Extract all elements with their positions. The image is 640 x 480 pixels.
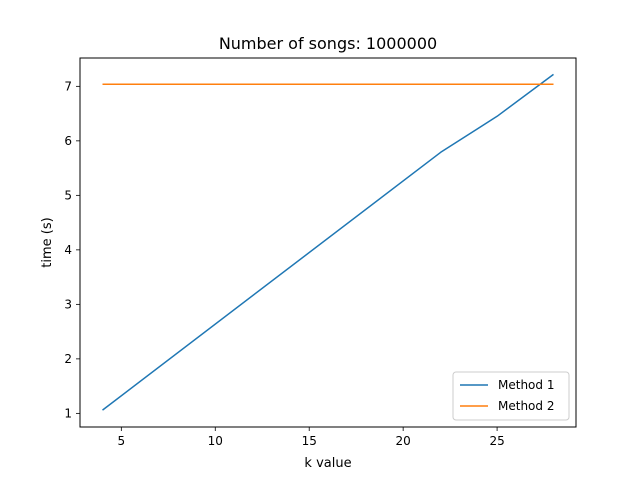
chart-title: Number of songs: 1000000 bbox=[219, 34, 437, 53]
x-tick-label: 5 bbox=[118, 434, 126, 448]
y-tick-label: 1 bbox=[64, 406, 72, 420]
series-layer bbox=[102, 73, 554, 411]
y-tick-label: 7 bbox=[64, 79, 72, 93]
y-tick-label: 5 bbox=[64, 188, 72, 202]
x-tick-label: 15 bbox=[302, 434, 317, 448]
y-tick-label: 6 bbox=[64, 134, 72, 148]
x-tick-label: 10 bbox=[208, 434, 223, 448]
y-axis: 1 2 3 4 5 6 7 bbox=[64, 79, 80, 420]
series-line-1 bbox=[102, 73, 554, 411]
y-tick-label: 3 bbox=[64, 297, 72, 311]
legend-label-2: Method 2 bbox=[498, 399, 554, 413]
x-axis: 5 10 15 20 25 bbox=[118, 427, 505, 448]
x-axis-label: k value bbox=[304, 456, 351, 471]
x-tick-label: 20 bbox=[396, 434, 411, 448]
y-tick-label: 4 bbox=[64, 243, 72, 257]
legend: Method 1 Method 2 bbox=[452, 371, 570, 421]
x-tick-label: 25 bbox=[489, 434, 504, 448]
legend-label-1: Method 1 bbox=[498, 378, 554, 392]
y-axis-label: time (s) bbox=[40, 217, 55, 267]
legend-box bbox=[452, 371, 570, 421]
y-tick-label: 2 bbox=[64, 352, 72, 366]
plot-frame bbox=[79, 57, 577, 428]
